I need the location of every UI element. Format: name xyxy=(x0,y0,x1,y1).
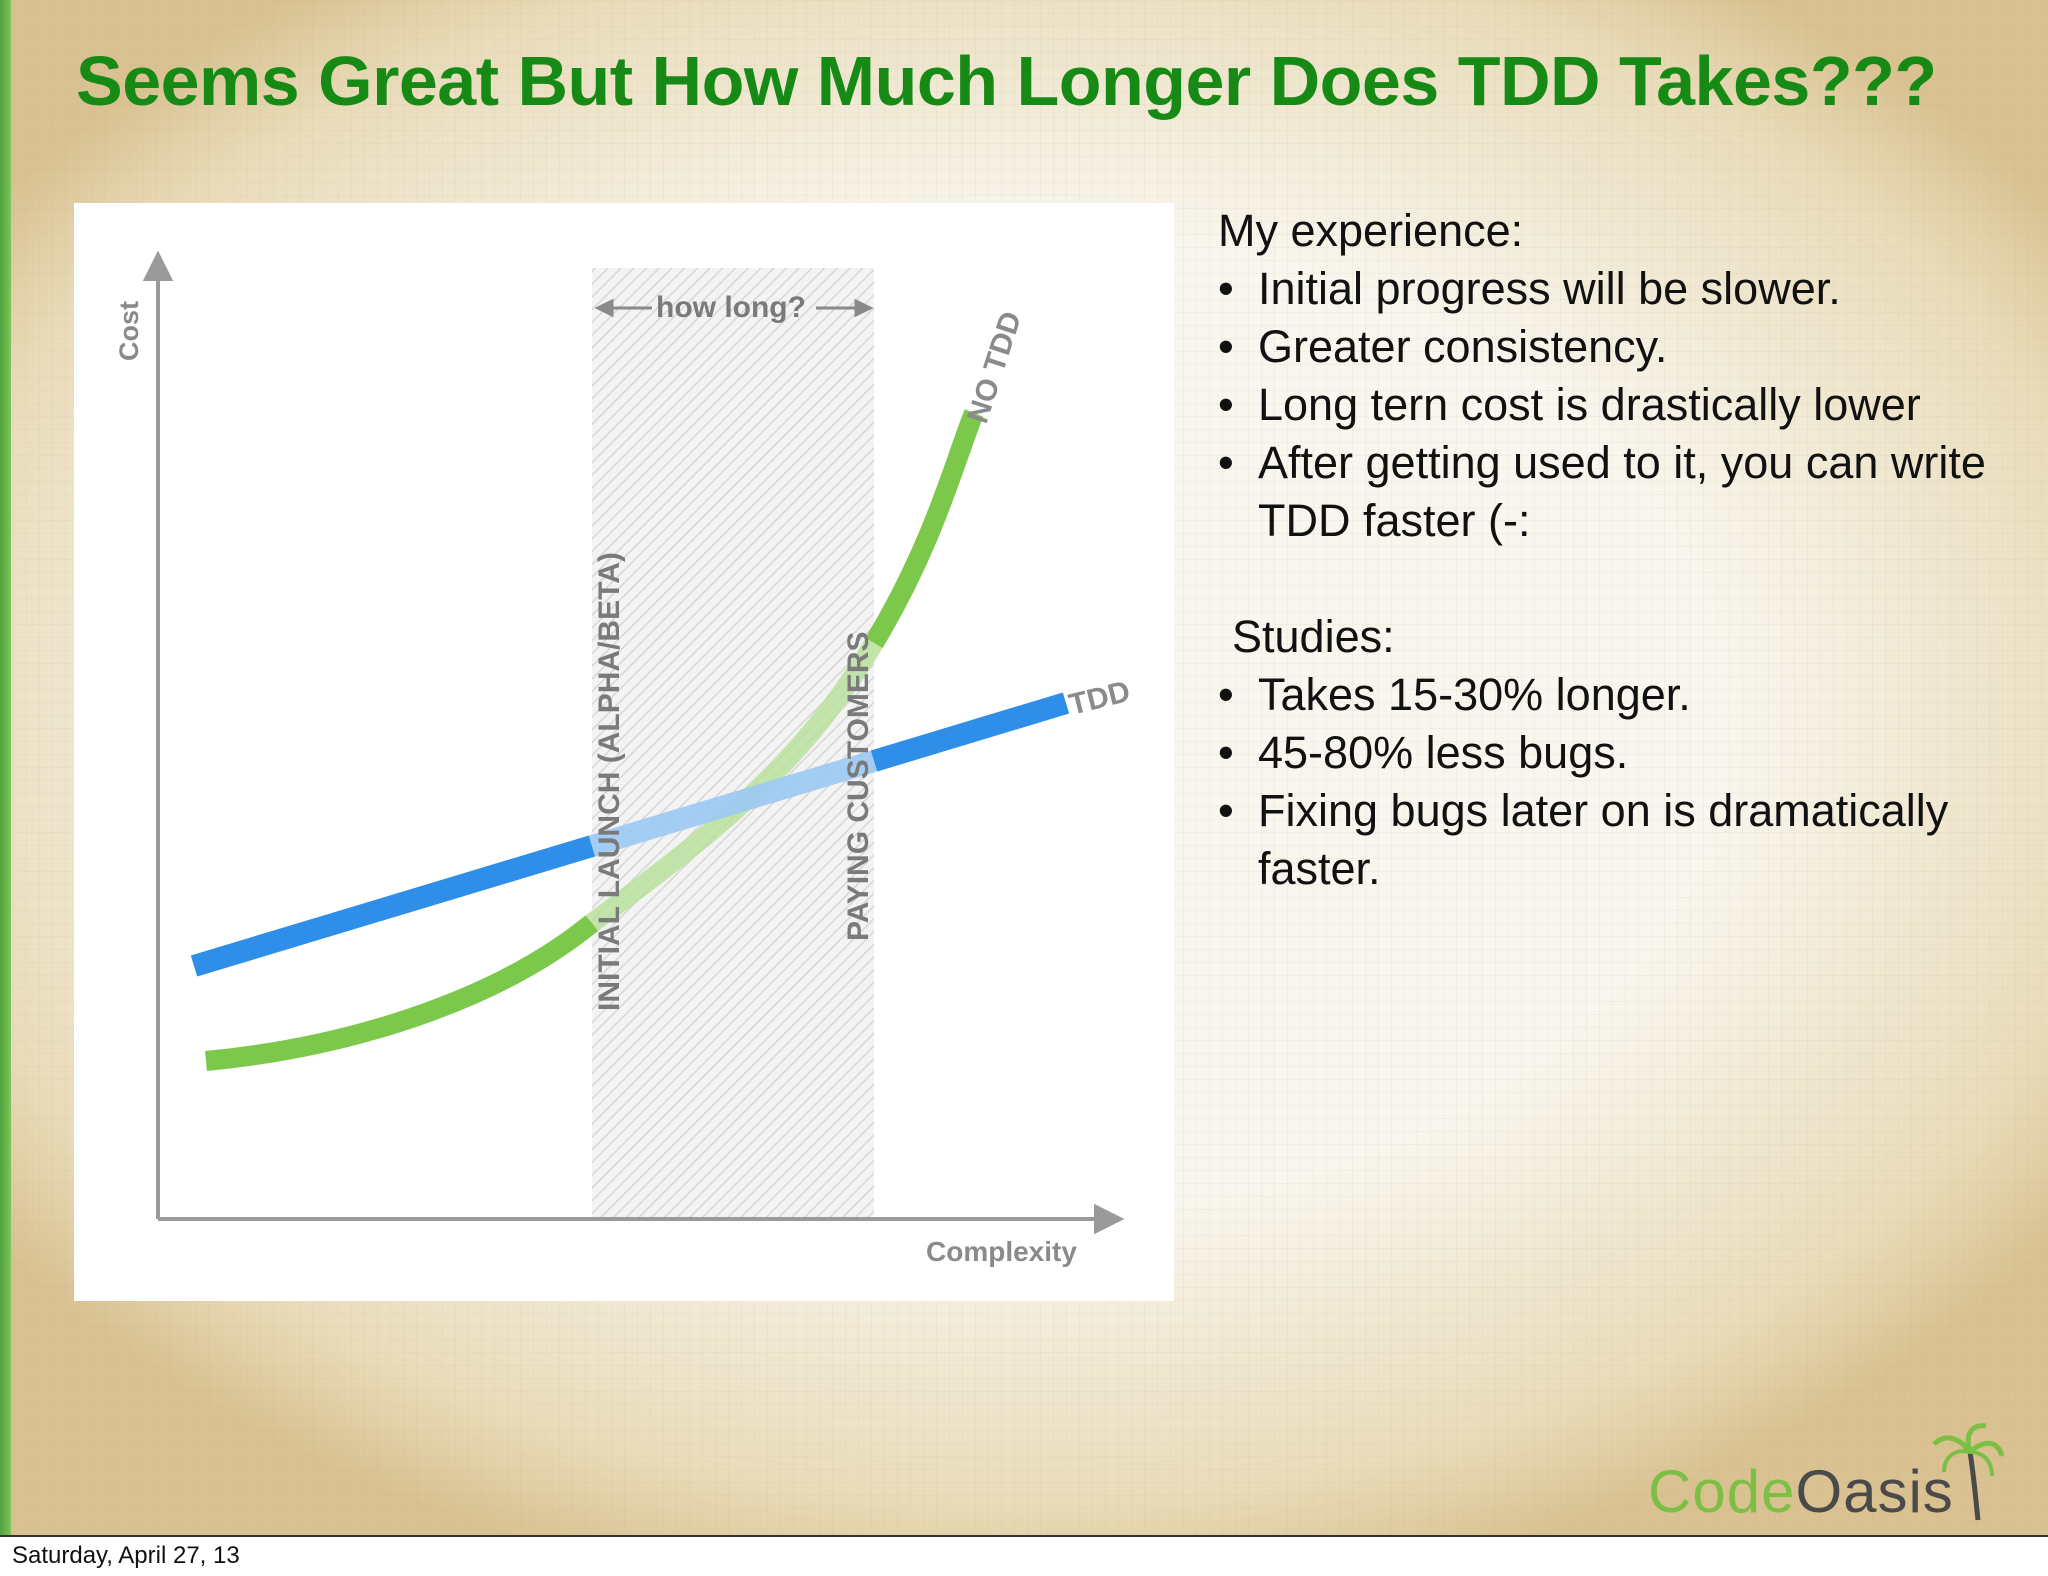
logo-part-code: Code xyxy=(1648,1458,1796,1525)
bullet-icon: • xyxy=(1218,669,1234,720)
list-item: • Long tern cost is drastically lower xyxy=(1218,376,2018,434)
bullet-icon: • xyxy=(1218,785,1234,836)
bullet-icon: • xyxy=(1218,321,1234,372)
band-right-label: PAYING CUSTOMERS xyxy=(842,631,875,941)
list-item-text: Greater consistency. xyxy=(1258,321,1668,372)
list-item-text: After getting used to it, you can write … xyxy=(1258,437,1986,546)
left-accent-bar xyxy=(0,0,11,1537)
experience-list: • Initial progress will be slower. • Great… xyxy=(1218,260,2018,550)
footer-divider xyxy=(0,1535,2048,1537)
logo-wordmark: CodeOasis xyxy=(1648,1460,1954,1524)
list-item-text: Initial progress will be slower. xyxy=(1258,263,1841,314)
bullet-icon: • xyxy=(1218,379,1234,430)
tdd-line xyxy=(190,692,1070,977)
logo-part-oasis: Oasis xyxy=(1795,1458,1954,1525)
slide: Seems Great But How Much Longer Does TDD… xyxy=(0,0,2048,1537)
band-header-arrow xyxy=(594,298,874,318)
y-axis-label: Cost xyxy=(114,301,144,361)
notes-panel: My experience: • Initial progress will be… xyxy=(1218,202,2018,898)
list-item: • Greater consistency. xyxy=(1218,318,2018,376)
list-item: • Takes 15-30% longer. xyxy=(1218,666,2018,724)
list-item: • 45-80% less bugs. xyxy=(1218,724,2018,782)
list-item: • Fixing bugs later on is dramatically fa… xyxy=(1218,782,2018,898)
slide-title: Seems Great But How Much Longer Does TDD… xyxy=(76,42,1937,120)
codeoasis-logo: CodeOasis xyxy=(1648,1422,2008,1524)
chart-axes xyxy=(142,250,1125,1235)
tdd-label: TDD xyxy=(1066,675,1134,722)
bullet-icon: • xyxy=(1218,437,1234,488)
studies-list: • Takes 15-30% longer. • 45-80% less bugs.… xyxy=(1218,666,2018,898)
list-item-text: 45-80% less bugs. xyxy=(1258,727,1629,778)
time-band xyxy=(592,268,874,1218)
experience-heading: My experience: xyxy=(1218,205,1524,256)
studies-heading: Studies: xyxy=(1232,611,1395,662)
no-tdd-label: NO TDD xyxy=(961,308,1028,428)
palm-tree-icon xyxy=(1932,1423,2004,1521)
list-item-text: Long tern cost is drastically lower xyxy=(1258,379,1921,430)
list-item-text: Fixing bugs later on is dramatically fas… xyxy=(1258,785,1949,894)
list-item: • After getting used to it, you can write… xyxy=(1218,434,2018,550)
bullet-icon: • xyxy=(1218,727,1234,778)
bullet-icon: • xyxy=(1218,263,1234,314)
cost-complexity-chart: how long? NO TDD TDD INITIAL LAUNCH (ALP… xyxy=(74,203,1174,1301)
list-item: • Initial progress will be slower. xyxy=(1218,260,2018,318)
band-header-label: how long? xyxy=(656,291,806,324)
list-item-text: Takes 15-30% longer. xyxy=(1258,669,1691,720)
footer-date: Saturday, April 27, 13 xyxy=(12,1542,240,1569)
band-left-label: INITIAL LAUNCH (ALPHA/BETA) xyxy=(593,552,626,1011)
section-spacer xyxy=(1218,550,2018,608)
x-axis-label: Complexity xyxy=(926,1236,1077,1267)
